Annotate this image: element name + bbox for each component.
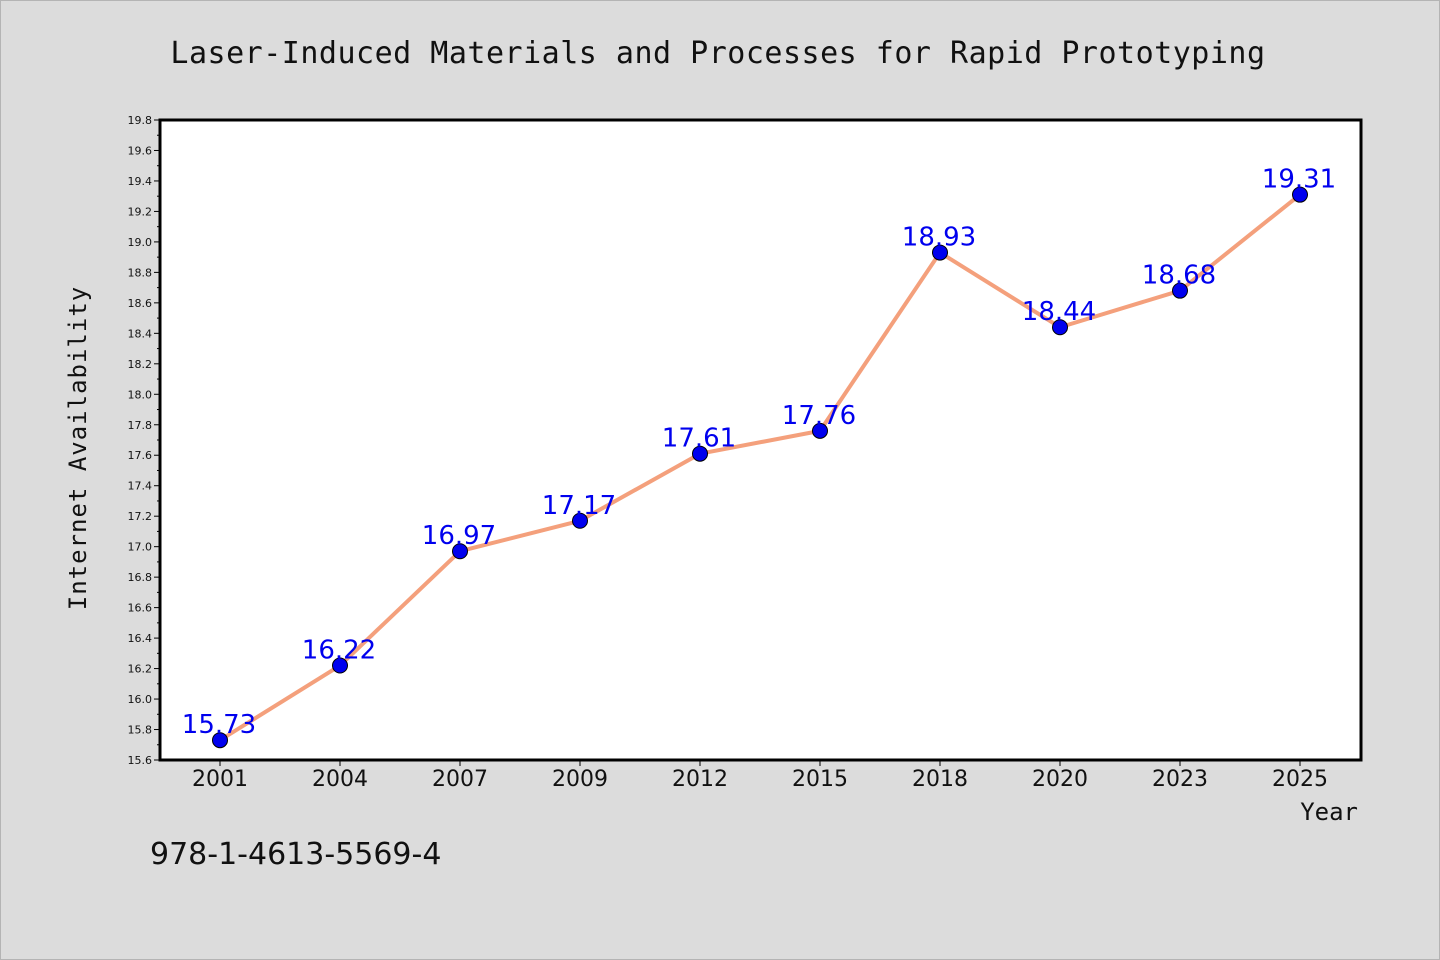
data-label: 18.68 — [1142, 261, 1216, 291]
y-tick-label: 17.2 — [128, 510, 153, 523]
x-tick-label: 2009 — [552, 767, 608, 792]
y-tick-label: 19.6 — [128, 144, 153, 157]
plot-area — [158, 118, 1363, 762]
y-tick-label: 18.0 — [128, 388, 153, 401]
x-tick-label: 2020 — [1032, 767, 1088, 792]
data-point — [1292, 186, 1308, 203]
y-tick-label: 16.4 — [128, 632, 153, 645]
data-label: 17.61 — [662, 424, 736, 454]
y-tick-label: 19.8 — [128, 114, 153, 127]
y-tick-label: 18.6 — [128, 297, 153, 310]
series-line — [218, 192, 1302, 743]
data-point — [212, 732, 228, 749]
y-tick-label: 19.0 — [128, 236, 153, 249]
y-tick-label: 16.2 — [128, 663, 153, 676]
y-axis-label: Internet Availability — [64, 286, 92, 610]
data-point — [1172, 282, 1188, 299]
x-axis: 2001 2004 2007 2009 2012 2015 2018 2020 2023 2025 — [192, 760, 1328, 792]
data-point — [452, 543, 468, 560]
x-tick-label: 2004 — [312, 767, 368, 792]
data-label: 17.76 — [782, 401, 856, 431]
data-label: 18.44 — [1022, 297, 1096, 327]
data-point — [692, 445, 708, 462]
data-point — [932, 244, 948, 261]
y-tick-label: 17.6 — [128, 449, 153, 462]
chart-title: Laser-Induced Materials and Processes fo… — [170, 36, 1265, 71]
x-tick-label: 2023 — [1152, 767, 1208, 792]
y-tick-label: 18.8 — [128, 266, 153, 279]
data-point — [572, 512, 588, 529]
y-tick-label: 16.6 — [128, 602, 153, 615]
data-label: 16.22 — [302, 636, 376, 666]
y-tick-label: 15.8 — [128, 724, 153, 737]
data-label: 18.93 — [902, 223, 976, 253]
data-label: 19.31 — [1262, 165, 1336, 195]
data-label: 16.97 — [422, 521, 496, 551]
series-group: 15.73 16.22 16.97 17.17 17.61 17.76 18.93 18.44… — [182, 165, 1336, 749]
y-tick-label: 17.8 — [128, 419, 153, 432]
footer-isbn: 978-1-4613-5569-4 — [150, 837, 441, 872]
y-tick-label: 19.4 — [128, 175, 153, 188]
y-axis: 15.6 15.8 16.0 16.2 16.4 16.6 16.8 17.0 17.2 17.4… — [128, 114, 160, 767]
y-tick-label: 18.4 — [128, 327, 153, 340]
x-tick-label: 2007 — [432, 767, 488, 792]
x-axis-label: Year — [1300, 798, 1358, 826]
x-tick-label: 2025 — [1272, 767, 1328, 792]
data-point — [1052, 319, 1068, 336]
data-point — [812, 422, 828, 439]
y-tick-label: 16.0 — [128, 693, 153, 706]
y-tick-label: 16.8 — [128, 571, 153, 584]
data-label: 15.73 — [182, 710, 256, 740]
x-tick-label: 2015 — [792, 767, 848, 792]
x-tick-label: 2012 — [672, 767, 728, 792]
y-tick-label: 18.2 — [128, 358, 153, 371]
x-tick-label: 2018 — [912, 767, 968, 792]
x-tick-label: 2001 — [192, 767, 248, 792]
data-label: 17.17 — [542, 491, 616, 521]
y-tick-label: 19.2 — [128, 205, 153, 218]
y-tick-label: 15.6 — [128, 754, 153, 767]
y-tick-label: 17.0 — [128, 541, 153, 554]
y-tick-label: 17.4 — [128, 480, 153, 493]
data-point — [332, 657, 348, 674]
